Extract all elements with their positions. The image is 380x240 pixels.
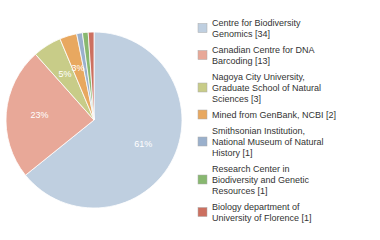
legend-label: Biology department ofUniversity of Flore… [212,202,312,223]
legend-label-line: Sciences [3] [212,94,261,104]
legend: Centre for BiodiversityGenomics [34] Cana… [198,18,336,223]
legend-label-line: National Museum of Natural [212,137,324,147]
chart: 61% 23% 5%3% Centre for BiodiversityGenomic… [0,0,380,240]
legend-label-line: Barcoding [13] [212,56,270,66]
legend-item: Nagoya City University,Graduate School o… [198,72,321,104]
pie-slice [82,32,94,120]
legend-item: Smithsonian Institution,National Museum … [198,126,324,158]
legend-item: Mined from GenBank, NCBI [2] [198,110,336,120]
legend-swatch [198,208,207,217]
legend-label-line: Centre for Biodiversity [212,18,301,28]
data-label: 61% [134,139,152,149]
legend-label-line: Resources [1] [212,186,268,196]
legend-swatch [198,24,207,33]
legend-label-line: Smithsonian Institution, [212,126,305,136]
data-label: 5% [58,69,71,79]
legend-label-line: Research Center in [212,164,290,174]
legend-label: Centre for BiodiversityGenomics [34] [212,18,301,39]
data-labels: 61% 23% 5%3% [31,63,153,149]
legend-swatch [198,110,207,119]
legend-swatch [198,175,207,184]
legend-label-line: Canadian Centre for DNA [212,45,315,55]
legend-label-line: History [1] [212,148,253,158]
data-label: 23% [31,110,49,120]
legend-label-line: University of Florence [1] [212,213,312,223]
legend-label-line: Graduate School of Natural [212,83,321,93]
legend-label-line: Biology department of [212,202,300,212]
legend-label: Nagoya City University,Graduate School o… [212,72,321,104]
legend-label-line: Nagoya City University, [212,72,305,82]
legend-label: Canadian Centre for DNABarcoding [13] [212,45,315,66]
legend-label-line: Biodiversity and Genetic [212,175,310,185]
legend-item: Centre for BiodiversityGenomics [34] [198,18,301,39]
legend-item: Research Center inBiodiversity and Genet… [198,164,310,196]
pie [6,32,182,208]
legend-swatch [198,137,207,146]
data-label: 3% [71,63,84,73]
legend-label-line: Mined from GenBank, NCBI [2] [212,110,336,120]
legend-label: Smithsonian Institution,National Museum … [212,126,324,158]
legend-swatch [198,83,207,92]
pie-slice [6,54,94,175]
legend-label: Mined from GenBank, NCBI [2] [212,110,336,120]
legend-swatch [198,51,207,60]
legend-item: Canadian Centre for DNABarcoding [13] [198,45,315,66]
pie-slice [88,32,94,120]
legend-label-line: Genomics [34] [212,29,270,39]
legend-item: Biology department ofUniversity of Flore… [198,202,312,223]
legend-label: Research Center inBiodiversity and Genet… [212,164,310,196]
pie-slice [77,33,94,120]
